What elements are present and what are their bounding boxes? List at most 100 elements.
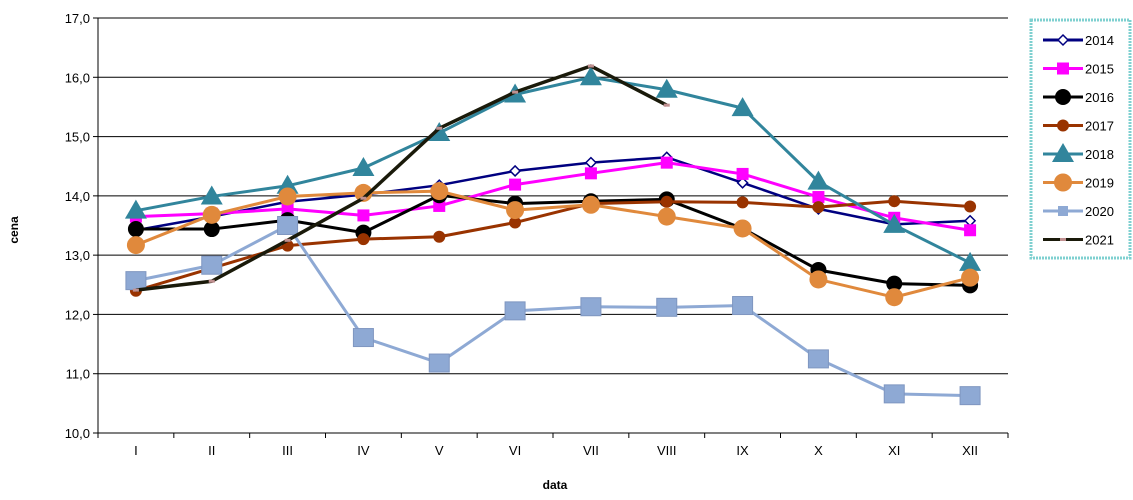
legend-marker [1054, 173, 1072, 192]
data-point-2017 [660, 195, 673, 208]
y-tick-label: 14,0 [65, 189, 90, 204]
y-tick-label: 12,0 [65, 307, 90, 322]
data-point-2020 [656, 297, 678, 317]
legend-item-2018: 2018 [1043, 143, 1114, 162]
data-point-2021 [360, 196, 367, 200]
data-point-2020 [504, 301, 526, 321]
data-point-2015 [357, 209, 370, 222]
series-2018 [124, 66, 982, 271]
legend-marker [1056, 33, 1070, 47]
data-point-2017 [509, 216, 522, 229]
data-point-2016 [203, 221, 220, 238]
series-2020 [125, 216, 981, 406]
data-point-2019 [809, 270, 828, 289]
data-point-2019 [278, 187, 297, 206]
data-point-2021 [208, 279, 215, 283]
data-point-2021 [284, 238, 291, 242]
series-lines [124, 64, 982, 406]
data-point-2015 [660, 156, 673, 169]
series-line-2018 [135, 75, 971, 265]
data-point-2019 [657, 207, 676, 226]
x-tick-label: XII [962, 443, 978, 458]
data-point-2019 [581, 195, 600, 214]
legend: 2014 2015 2016 2017 2018 2019 2020 2021 [1029, 18, 1132, 260]
y-tick-label: 11,0 [66, 367, 90, 382]
series-2021 [132, 64, 670, 292]
data-point-2019 [126, 236, 145, 255]
x-tick-label: X [814, 443, 823, 458]
legend-marker [1055, 89, 1071, 105]
data-point-2018 [731, 97, 754, 117]
data-point-2020 [428, 353, 450, 373]
data-point-2020 [201, 255, 223, 275]
x-tick-label: VIII [657, 443, 677, 458]
data-point-2018 [579, 66, 602, 86]
data-point-2014 [584, 156, 597, 169]
legend-item-2016: 2016 [1043, 89, 1114, 105]
legend-label: 2018 [1085, 147, 1114, 162]
data-point-2021 [436, 126, 443, 130]
y-tick-label: 10,0 [65, 426, 90, 441]
x-tick-label: VI [509, 443, 521, 458]
data-point-2019 [506, 201, 525, 220]
legend-item-2014: 2014 [1043, 33, 1114, 48]
data-point-2018 [352, 156, 375, 176]
legend-box [1029, 18, 1132, 260]
data-point-2020 [352, 328, 374, 348]
data-point-2017 [736, 196, 749, 209]
data-point-2020 [883, 384, 905, 404]
data-point-2019 [430, 182, 449, 201]
data-point-2017 [964, 200, 977, 213]
legend-marker [1057, 62, 1069, 75]
data-point-2019 [885, 288, 904, 307]
series-line-2015 [135, 161, 971, 232]
series-line-2019 [135, 189, 971, 299]
data-point-2020 [807, 349, 829, 369]
x-tick-label: XI [888, 443, 900, 458]
gridlines [98, 17, 1008, 434]
legend-label: 2019 [1085, 176, 1114, 191]
data-point-2020 [580, 297, 602, 317]
series-line-2014 [135, 156, 971, 232]
data-point-2014 [736, 176, 749, 189]
data-point-2018 [655, 78, 678, 98]
legend-label: 2014 [1085, 33, 1114, 48]
axes: 10,011,012,013,014,015,016,017,0I II III IV… [65, 11, 1009, 458]
x-tick-label: II [208, 443, 215, 458]
legend-label: 2016 [1085, 90, 1114, 105]
data-point-2020 [125, 271, 147, 291]
data-point-2021 [132, 288, 139, 292]
legend-marker [1058, 206, 1068, 216]
data-point-2015 [584, 167, 597, 180]
x-tick-label: VII [583, 443, 599, 458]
y-tick-label: 16,0 [65, 70, 90, 85]
legend-label: 2017 [1085, 119, 1114, 134]
legend-item-2019: 2019 [1043, 173, 1114, 192]
data-point-2020 [277, 216, 299, 235]
data-point-2019 [733, 219, 752, 238]
x-tick-label: I [134, 443, 138, 458]
x-tick-label: III [282, 443, 293, 458]
legend-item-2017: 2017 [1043, 119, 1114, 134]
series-line-2016 [135, 193, 971, 287]
series-line-2020 [135, 224, 971, 398]
legend-label: 2020 [1085, 204, 1114, 219]
data-point-2017 [433, 230, 446, 243]
data-point-2016 [886, 275, 903, 292]
legend-item-2020: 2020 [1043, 204, 1114, 219]
data-point-2015 [736, 167, 749, 180]
y-tick-label: 17,0 [65, 11, 90, 26]
data-point-2018 [428, 122, 451, 142]
data-point-2020 [732, 296, 754, 316]
data-point-2021 [512, 90, 519, 94]
y-tick-label: 13,0 [65, 248, 90, 263]
data-point-2019 [354, 183, 373, 202]
legend-label: 2021 [1085, 233, 1114, 248]
legend-label: 2015 [1085, 62, 1114, 77]
legend-marker [1052, 143, 1074, 162]
data-point-2017 [812, 201, 825, 214]
data-point-2018 [276, 174, 299, 194]
legend-item-2015: 2015 [1043, 62, 1114, 77]
